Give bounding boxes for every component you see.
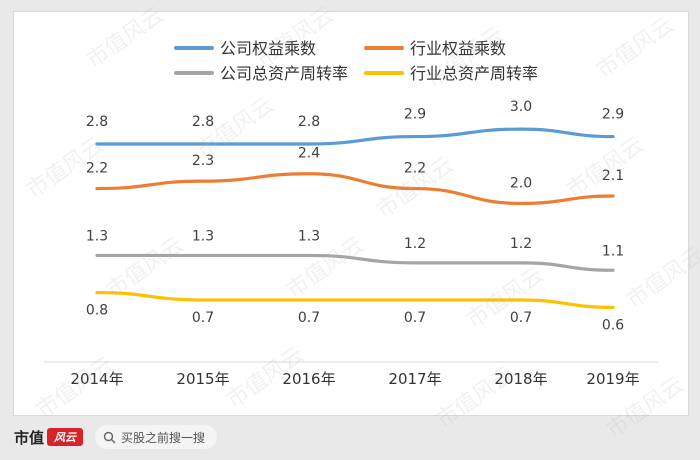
data-label: 0.7	[192, 310, 214, 326]
brand-logo: 市值 风云	[14, 427, 84, 448]
data-label: 2.2	[86, 161, 108, 177]
series-line	[95, 172, 615, 206]
series-line	[95, 127, 615, 146]
search-label: 买股之前搜一搜	[121, 430, 206, 445]
x-tick-label: 2018年	[494, 370, 547, 388]
data-label: 1.3	[86, 228, 108, 244]
series-lines	[95, 127, 615, 310]
data-label: 0.8	[86, 303, 108, 319]
data-label: 2.4	[298, 146, 320, 162]
x-tick-label: 2017年	[388, 370, 441, 388]
data-label: 1.1	[602, 243, 624, 259]
legend-label: 行业权益乘数	[410, 39, 506, 58]
x-tick-label: 2016年	[282, 370, 335, 388]
brand-mark: 风云	[47, 428, 84, 446]
data-label: 1.2	[404, 236, 426, 252]
data-label: 2.8	[298, 114, 320, 130]
data-label: 1.3	[298, 228, 320, 244]
data-label: 2.8	[86, 114, 108, 130]
data-label: 2.2	[404, 161, 426, 177]
data-labels: 2.8 2.8 2.8 2.9 3.0 2.9 2.2 2.3 2.4 2.2 2.0 2.1 1.3 1…	[86, 99, 624, 333]
legend-label: 公司总资产周转率	[220, 64, 348, 83]
search-icon	[103, 431, 116, 443]
chart-card: 公司权益乘数 行业权益乘数 公司总资产周转率 行业总资产周转率 2.8 2.8 2.8 2.…	[13, 11, 689, 416]
data-label: 2.8	[192, 114, 214, 130]
data-label: 0.7	[510, 310, 532, 326]
x-tick-label: 2019年	[586, 370, 639, 388]
series-line	[95, 253, 615, 272]
data-label: 0.7	[298, 310, 320, 326]
legend-label: 行业总资产周转率	[410, 64, 538, 83]
search-pill[interactable]: 买股之前搜一搜	[95, 425, 218, 449]
data-label: 1.3	[192, 228, 214, 244]
data-label: 2.0	[510, 175, 532, 191]
data-label: 2.9	[602, 107, 624, 123]
x-axis-tick-labels: 2014年 2015年 2016年 2017年 2018年 2019年	[70, 370, 639, 388]
data-label: 2.1	[602, 168, 624, 184]
legend-label: 公司权益乘数	[220, 39, 316, 58]
data-label: 2.9	[404, 107, 426, 123]
data-label: 2.3	[192, 153, 214, 169]
data-label: 1.2	[510, 236, 532, 252]
x-tick-label: 2015年	[176, 370, 229, 388]
x-tick-label: 2014年	[70, 370, 123, 388]
series-line	[95, 290, 615, 310]
data-label: 3.0	[510, 99, 532, 115]
footer-bar: 市值 风云 买股之前搜一搜	[0, 414, 700, 460]
data-label: 0.7	[404, 310, 426, 326]
brand-text: 市值	[14, 428, 45, 447]
data-label: 0.6	[602, 317, 624, 333]
